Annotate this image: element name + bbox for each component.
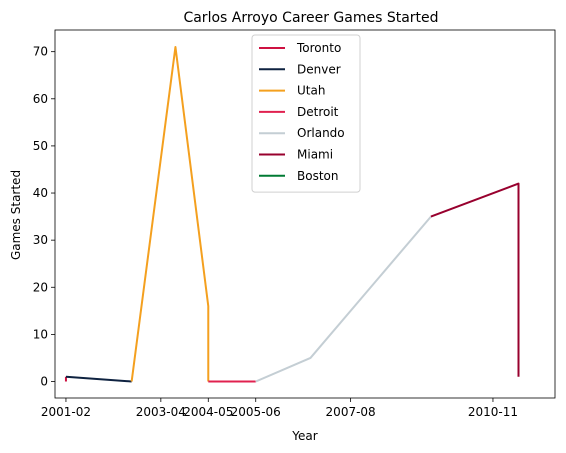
y-tick-label: 0 (40, 375, 48, 389)
y-tick-label: 60 (33, 92, 48, 106)
legend-label-toronto: Toronto (296, 41, 341, 55)
plot-frame (54, 29, 556, 399)
x-tick-label: 2004-05 (183, 405, 233, 419)
series-line-denver (65, 375, 132, 383)
series-line-orlando (255, 215, 432, 383)
y-tick-label: 10 (33, 327, 48, 341)
y-tick-label: 20 (33, 280, 48, 294)
y-tick-label: 30 (33, 233, 48, 247)
legend-label-miami: Miami (297, 148, 333, 162)
legend-label-orlando: Orlando (297, 126, 345, 140)
x-tick-label: 2007-08 (326, 405, 376, 419)
legend-label-boston: Boston (297, 169, 338, 183)
chart-title: Carlos Arroyo Career Games Started (183, 10, 438, 26)
y-axis-label: Games Started (9, 170, 23, 260)
legend-box (251, 34, 361, 193)
x-axis-label: Year (291, 429, 317, 443)
y-tick-label: 40 (33, 186, 48, 200)
x-tick-label: 2003-04 (136, 405, 186, 419)
x-tick-label: 2001-02 (41, 405, 91, 419)
x-tick-label: 2005-06 (231, 405, 281, 419)
x-tick-label: 2010-11 (468, 405, 518, 419)
series-line-miami (430, 182, 520, 377)
series-line-utah (130, 45, 210, 382)
legend: Toronto Denver Utah Detroit Orlando Miami Bost… (251, 34, 361, 193)
legend-label-denver: Denver (297, 62, 341, 76)
series-layer (64, 45, 520, 383)
legend-label-detroit: Detroit (297, 105, 339, 119)
y-tick-label: 50 (33, 139, 48, 153)
legend-label-utah: Utah (297, 84, 325, 98)
y-tick-label: 70 (33, 45, 48, 59)
